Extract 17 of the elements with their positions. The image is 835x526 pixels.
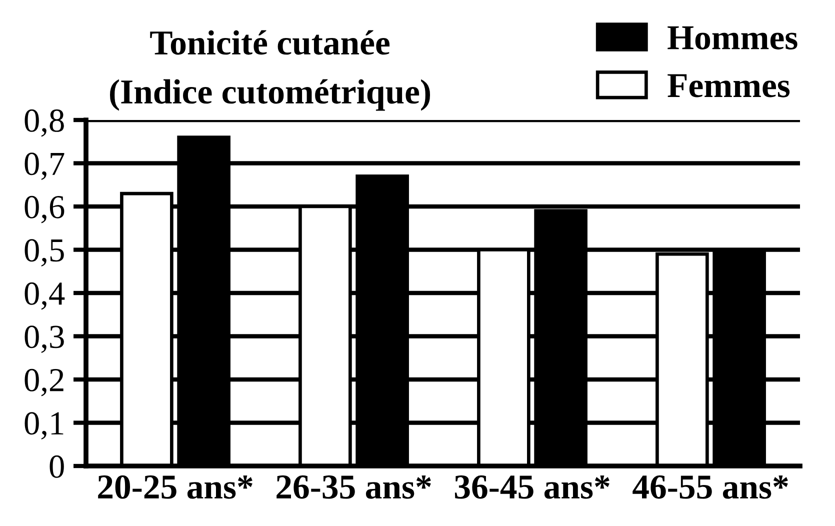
x-tick-label: 46-55 ans* bbox=[632, 475, 788, 499]
y-tick-label: 0,6 bbox=[24, 196, 64, 224]
y-tick-label: 0,1 bbox=[24, 412, 64, 440]
y-tick-label: 0,2 bbox=[24, 368, 64, 396]
legend-label: Femmes bbox=[668, 74, 790, 98]
chart-subtitle: (Indice cutométrique) bbox=[110, 79, 430, 111]
y-tick-label: 0,3 bbox=[24, 326, 64, 353]
y-tick-label: 0,7 bbox=[24, 152, 64, 180]
y-tick-label: 0,5 bbox=[24, 239, 64, 266]
x-tick-label: 26-35 ans* bbox=[276, 475, 431, 499]
legend-label: Hommes bbox=[668, 26, 798, 50]
y-tick-label: 0 bbox=[50, 455, 64, 478]
y-tick-label: 0,8 bbox=[24, 109, 64, 137]
y-tick-label: 0,4 bbox=[24, 282, 65, 310]
chart-title: Tonicité cutanée bbox=[150, 30, 390, 55]
x-tick-label: 36-45 ans* bbox=[454, 475, 610, 499]
x-tick-label: 20-25 ans* bbox=[98, 475, 252, 499]
